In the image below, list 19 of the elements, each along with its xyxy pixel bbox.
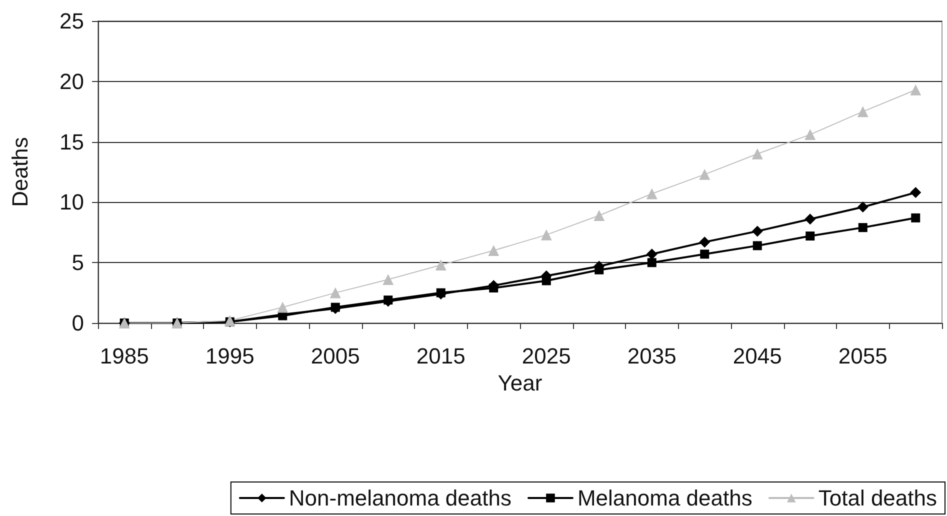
x-tick-label: 1985	[100, 344, 149, 368]
x-tick-label: 2045	[732, 344, 782, 368]
x-tick-label: 2035	[627, 344, 676, 368]
legend-label: Non-melanoma deaths	[288, 486, 512, 510]
y-tick-label: 0	[72, 310, 84, 336]
x-tick-label: 2055	[838, 344, 888, 368]
x-axis-title: Year	[498, 370, 542, 396]
legend-label: Total deaths	[818, 486, 938, 510]
legend-label: Melanoma deaths	[577, 486, 752, 510]
y-tick-label: 5	[72, 250, 84, 276]
y-tick-label: 10	[60, 190, 84, 215]
x-tick-label: 1995	[205, 344, 254, 368]
x-tick-label: 2025	[522, 344, 571, 368]
y-axis-title: Deaths	[8, 137, 32, 207]
y-tick-label: 15	[60, 129, 84, 154]
x-tick-label: 2015	[416, 344, 466, 368]
y-tick-label: 25	[60, 8, 84, 34]
x-tick-label: 2005	[310, 344, 360, 368]
y-tick-label: 20	[60, 68, 84, 94]
